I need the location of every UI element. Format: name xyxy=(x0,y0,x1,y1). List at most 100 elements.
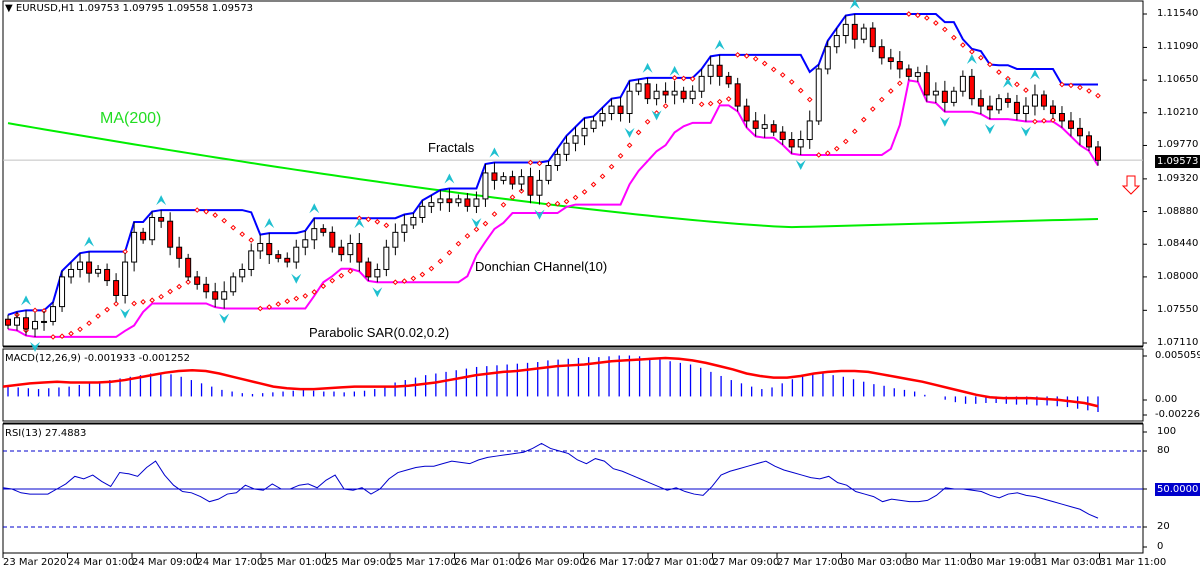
candle-body xyxy=(302,239,309,248)
price-tick-label: 1.08440 xyxy=(1157,238,1199,250)
candle-body xyxy=(851,23,858,40)
time-tick-label: 31 Mar 11:00 xyxy=(1099,557,1167,568)
sar-dot xyxy=(779,72,786,78)
candle-body xyxy=(536,179,543,196)
candle-body xyxy=(329,231,336,248)
candle-body xyxy=(635,83,642,92)
price-tick-label: 1.07110 xyxy=(1157,337,1199,348)
time-tick-label: 27 Mar 01:00 xyxy=(648,557,715,568)
fractal-up-icon xyxy=(156,195,167,206)
candle-body xyxy=(977,98,984,107)
candle-body xyxy=(788,139,795,148)
sar-dot xyxy=(1014,81,1020,88)
sar-dot xyxy=(464,233,471,239)
candle-body xyxy=(842,23,849,37)
rsi-tick-label: 100 xyxy=(1157,426,1177,437)
sar-dot xyxy=(680,75,687,82)
collapse-triangle-icon[interactable]: ▼ xyxy=(5,3,13,14)
candle-body xyxy=(347,242,354,256)
time-tick-label: 24 Mar 01:00 xyxy=(67,557,135,568)
candle-body xyxy=(572,135,579,144)
candle-body xyxy=(374,268,381,278)
fractal-up-icon xyxy=(849,0,860,9)
sar-dot xyxy=(924,15,930,21)
fractal-up-icon xyxy=(309,203,320,214)
candle-body xyxy=(446,198,453,204)
time-tick-label: 27 Mar 17:00 xyxy=(777,557,844,568)
price-tick-label: 1.07550 xyxy=(1157,304,1199,316)
time-tick-label: 31 Mar 03:00 xyxy=(1035,557,1102,568)
ma200-annotation: MA(200) xyxy=(100,110,162,127)
candle-body xyxy=(194,276,201,285)
sar-dot xyxy=(860,116,867,123)
candle-body xyxy=(986,105,993,111)
fractal-down-icon xyxy=(291,273,302,284)
candle-body xyxy=(410,216,417,226)
sar-dot xyxy=(581,189,588,195)
candle-body xyxy=(671,90,678,96)
candle-body xyxy=(266,242,273,256)
candle-body xyxy=(275,254,282,259)
sar-dot xyxy=(1059,81,1065,88)
time-tick-label: 25 Mar 09:00 xyxy=(325,557,393,568)
candle-body xyxy=(833,35,840,48)
candle-body xyxy=(284,257,291,263)
candle-body xyxy=(221,291,228,300)
candle-body xyxy=(32,320,39,330)
candle-body xyxy=(752,120,759,129)
fractal-up-icon xyxy=(354,218,365,229)
candle-body xyxy=(518,176,525,185)
sar-dot xyxy=(194,207,201,213)
candle-body xyxy=(869,27,876,48)
candle-body xyxy=(617,105,624,115)
sar-dot xyxy=(203,208,210,215)
sar-dot xyxy=(1032,118,1038,125)
time-tick-label: 30 Mar 11:00 xyxy=(906,557,973,568)
fractal-up-icon xyxy=(966,53,977,64)
candle-body xyxy=(1049,105,1056,115)
candle-body xyxy=(1013,101,1020,115)
sar-dot xyxy=(743,53,750,59)
sar-dot xyxy=(905,11,912,17)
price-tick-label: 1.10650 xyxy=(1157,74,1199,86)
sar-dot xyxy=(869,106,876,112)
sar-dot xyxy=(599,173,606,180)
ma200-line xyxy=(7,122,1099,229)
sar-dot xyxy=(293,295,300,302)
sar-dot xyxy=(707,100,714,107)
sar-dot xyxy=(419,271,426,278)
sar-dot xyxy=(401,278,408,284)
fractal-down-icon xyxy=(984,124,995,135)
sar-dot xyxy=(689,76,696,82)
candle-body xyxy=(905,68,912,77)
sar-dot xyxy=(770,66,777,73)
candle-body xyxy=(581,127,588,137)
sar-dot xyxy=(428,265,435,272)
sar-dot xyxy=(221,217,228,224)
sar-dot xyxy=(266,304,273,310)
symbol-label: EURUSD,H1 xyxy=(15,3,75,14)
candle-body xyxy=(23,317,30,330)
candle-body xyxy=(1067,120,1074,129)
sar-dot xyxy=(392,279,399,286)
sar-dot xyxy=(545,201,552,208)
price-tick-label: 1.09320 xyxy=(1157,172,1199,184)
sar-dot xyxy=(302,293,309,299)
sar-dot xyxy=(284,298,291,305)
sar-dot xyxy=(788,79,795,85)
donchian-lower-line xyxy=(7,79,1099,338)
candle-body xyxy=(311,228,318,241)
candle-body xyxy=(896,61,903,70)
sar-dot xyxy=(617,152,624,159)
sar-dot xyxy=(473,226,480,233)
sar-dot xyxy=(149,297,155,304)
time-tick-label: 24 Mar 17:00 xyxy=(196,557,264,568)
sar-dot xyxy=(212,212,219,218)
candle-body xyxy=(932,90,939,96)
candle-body xyxy=(131,231,138,263)
symbol-header[interactable]: ▼ EURUSD,H1 1.09753 1.09795 1.09558 1.09… xyxy=(5,3,253,14)
time-tick-label: 26 Mar 17:00 xyxy=(583,557,651,568)
candle-body xyxy=(707,64,714,77)
rsi-label: RSI(13) 27.4883 xyxy=(5,428,87,439)
